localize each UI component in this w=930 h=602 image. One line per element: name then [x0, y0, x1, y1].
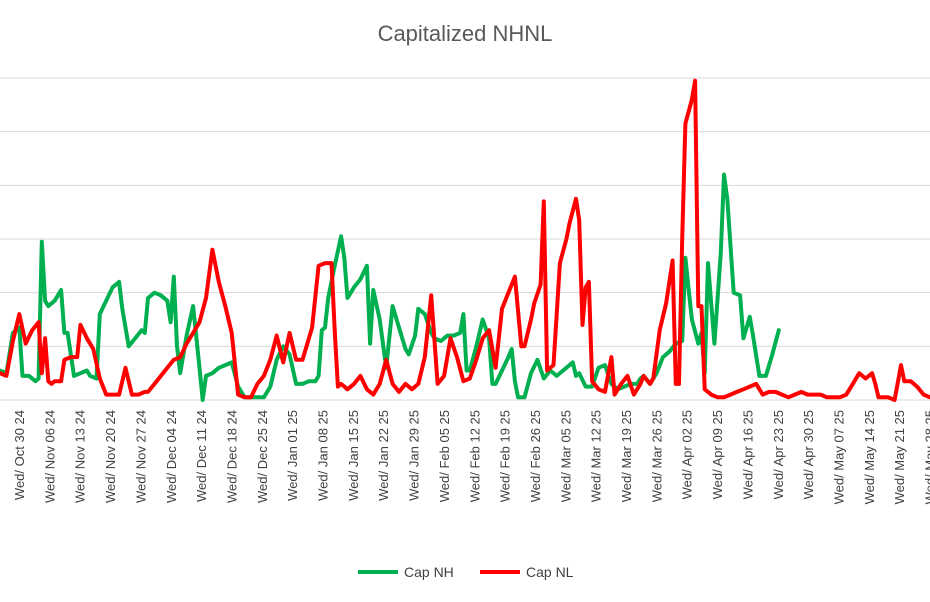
x-tick-label: Wed/ Mar 26 25: [649, 410, 664, 502]
series-line-cap-nl: [0, 78, 930, 402]
x-tick-label: Wed/ Nov 13 24: [73, 410, 88, 503]
legend: Cap NH Cap NL: [358, 564, 574, 580]
x-tick-label: Wed/ Nov 27 24: [133, 410, 148, 503]
x-tick-label: Wed/ Jan 22 25: [376, 410, 391, 501]
x-tick-label: Wed/ May 07 25: [831, 410, 846, 504]
x-tick-label: Wed/ Apr 30 25: [801, 410, 816, 499]
x-tick-label: Wed/ May 14 25: [862, 410, 877, 504]
x-tick-label: Wed/ Feb 05 25: [437, 410, 452, 502]
x-tick-label: Wed/ Jan 01 25: [285, 410, 300, 501]
x-tick-labels: Wed/ Oct 30 24 Wed/ Nov 06 24 Wed/ Nov 13 …: [12, 410, 930, 504]
legend-label: Cap NL: [526, 564, 574, 580]
legend-label: Cap NH: [404, 564, 454, 580]
x-tick-label: Wed/ Dec 04 24: [164, 410, 179, 503]
x-tick-label: Wed/ Apr 09 25: [710, 410, 725, 499]
x-tick-label: Wed/ Nov 20 24: [103, 410, 118, 503]
x-tick-label: Wed/ Nov 06 24: [42, 410, 57, 503]
x-tick-label: Wed/ May 28 25: [923, 410, 930, 504]
x-tick-label: Wed/ Jan 15 25: [346, 410, 361, 501]
x-tick-label: Wed/ Mar 12 25: [589, 410, 604, 502]
x-tick-label: Wed/ May 21 25: [892, 410, 907, 504]
chart-title: Capitalized NHNL: [377, 21, 553, 46]
x-tick-label: Wed/ Dec 11 24: [194, 410, 209, 502]
x-tick-label: Wed/ Apr 16 25: [740, 410, 755, 499]
x-tick-label: Wed/ Feb 12 25: [467, 410, 482, 502]
x-tick-label: Wed/ Mar 19 25: [619, 410, 634, 502]
x-tick-label: Wed/ Dec 18 24: [224, 410, 239, 503]
x-tick-label: Wed/ Feb 26 25: [528, 410, 543, 502]
series-lines: [0, 78, 930, 402]
x-tick-label: Wed/ Jan 08 25: [316, 410, 331, 501]
x-tick-label: Wed/ Apr 23 25: [771, 410, 786, 499]
x-tick-label: Wed/ Oct 30 24: [12, 410, 27, 500]
x-tick-label: Wed/ Jan 29 25: [407, 410, 422, 501]
x-tick-label: Wed/ Feb 19 25: [498, 410, 513, 502]
x-tick-label: Wed/ Dec 25 24: [255, 410, 270, 503]
x-tick-label: Wed/ Apr 02 25: [680, 410, 695, 499]
x-tick-label: Wed/ Mar 05 25: [558, 410, 573, 502]
